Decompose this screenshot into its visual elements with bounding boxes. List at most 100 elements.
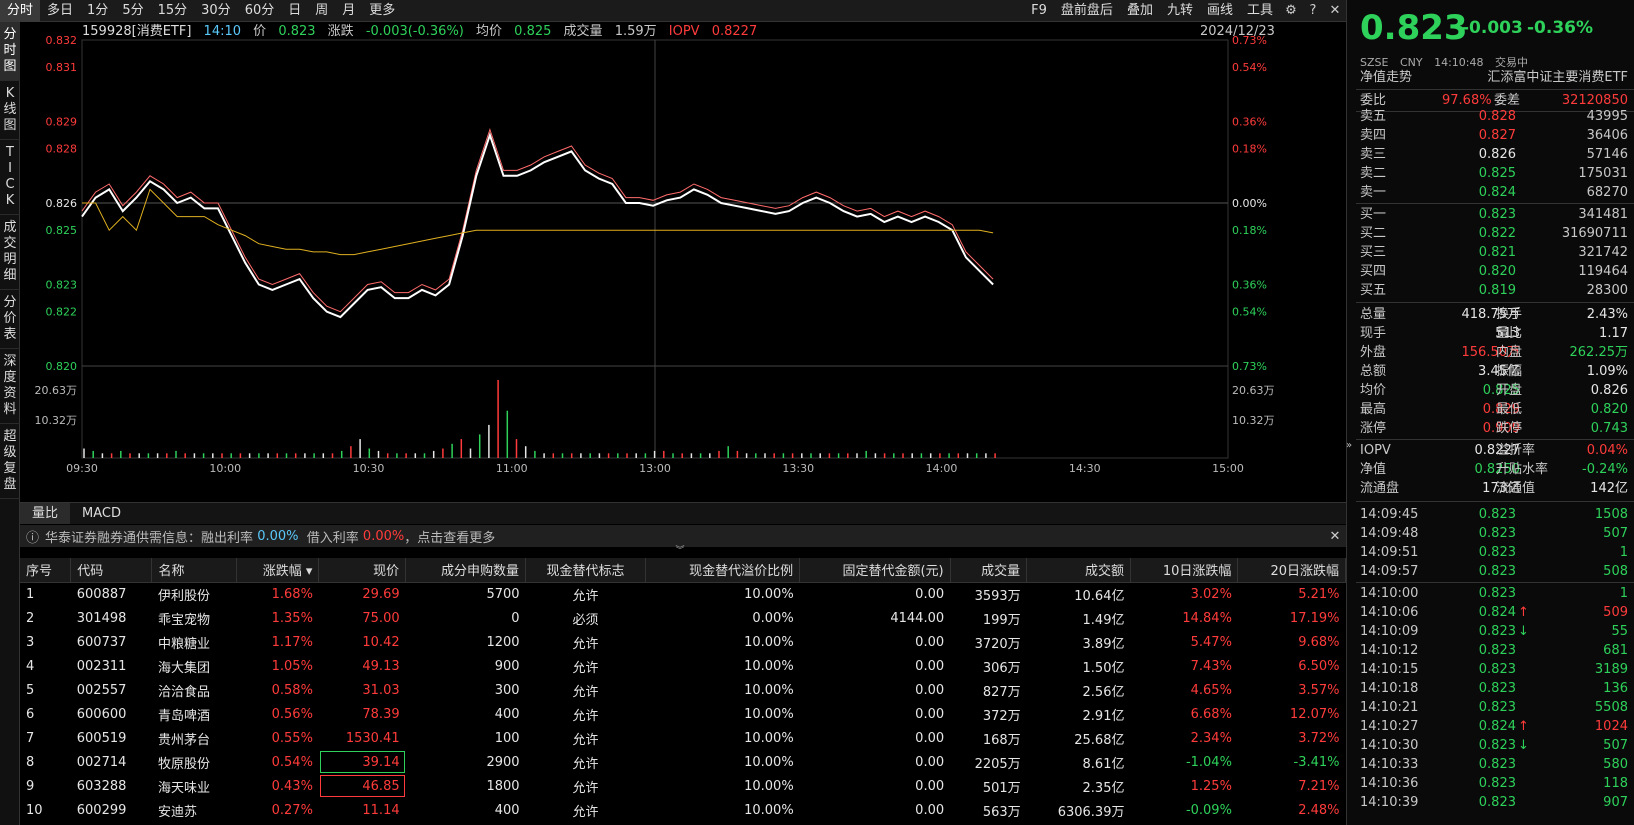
column-header[interactable]: 现金替代溢价比例 [645,558,801,583]
toolbar-button[interactable]: 工具 [1246,2,1273,18]
table-cell: 允许 [572,708,599,724]
header-avg: 0.825 [514,24,552,39]
toolbar-button[interactable]: 画线 [1206,2,1233,18]
toolbar-button[interactable]: 叠加 [1126,2,1153,18]
ask-row[interactable]: 卖四 0.827 36406 [1356,126,1628,145]
bid-row[interactable]: 买二 0.822 31690711 [1356,224,1628,243]
bid-row[interactable]: 买四 0.820 119464 [1356,262,1628,281]
nav-row[interactable]: 净值走势 汇添富中证主要消费ETF [1356,68,1628,87]
column-header[interactable]: 20日涨跌幅 [1237,558,1346,583]
table-cell: 8 [26,754,35,770]
y-tick-label-right: 0.73% [1232,360,1267,373]
view-tab[interactable]: T I C K [0,140,20,215]
ask-row[interactable]: 卖五 0.828 43995 [1356,107,1628,126]
table-cell: 900 [494,658,520,674]
tick-row: 14:10:18 0.823 136 [1356,679,1628,698]
table-cell: 6306.39万 [1057,804,1125,820]
ask-label: 卖三 [1360,147,1387,162]
table-row[interactable]: 4 002311 海大集团 1.05% 49.13 900 允许 10.00% 0.00 306万… [20,654,1346,678]
indicator-tab[interactable]: MACD [82,506,121,521]
table-row[interactable]: 10 600299 安迪苏 0.27% 11.14 400 允许 10.00% 0.00 563万… [20,798,1346,822]
view-tab[interactable]: 成 交 明 细 [0,215,20,290]
table-cell: 海大集团 [157,660,210,676]
margin-notice[interactable]: ⓘ 华泰证券融券通供需信息： 融出利率 0.00% 借入利率 0.00% ，点击… [20,525,1346,547]
column-header[interactable]: 涨跌幅 ▾ [236,558,320,583]
view-tab[interactable]: 深 度 资 料 [0,349,20,424]
close-icon[interactable]: ✕ [1329,528,1341,544]
bid-row[interactable]: 买三 0.821 321742 [1356,243,1628,262]
period-tab[interactable]: 周 [315,2,329,18]
table-cell: 必须 [572,612,599,628]
avg-label: 均价 [476,24,503,39]
ask-row[interactable]: 卖三 0.826 57146 [1356,145,1628,164]
table-row[interactable]: 5 002557 洽洽食品 0.58% 31.03 300 允许 10.00% 0.00 827万… [20,678,1346,702]
close-icon[interactable]: ✕ [1329,2,1341,18]
period-tab[interactable]: 1分 [87,2,109,18]
period-tab[interactable]: 60分 [244,2,275,18]
period-tab[interactable]: 15分 [157,2,188,18]
stat-label: 最低 [1496,402,1523,417]
period-tab[interactable]: 5分 [122,2,144,18]
ask-row[interactable]: 卖二 0.825 175031 [1356,164,1628,183]
x-tick-label: 11:00 [496,462,528,475]
header-vol: 1.59万 [614,24,657,39]
column-header[interactable]: 名称 [151,558,237,583]
stat-row: 现手 513 量比 1.17 [1356,324,1628,343]
table-row[interactable]: 8 002714 牧原股份 0.54% 39.14 2900 允许 10.00% 0.00 220… [20,750,1346,774]
column-header[interactable]: 现价 [318,558,407,583]
gear-icon[interactable]: ⚙ [1285,2,1297,18]
stat-label: 流通值 [1496,481,1536,496]
expand-icon[interactable]: » [1346,440,1353,451]
ask-price: 0.828 [1478,109,1516,124]
table-row[interactable]: 1 600887 伊利股份 1.68% 29.69 5700 允许 10.00% 0.00 359… [20,582,1346,606]
tick-volume: 1508 [1594,507,1628,522]
toolbar-button[interactable]: 九转 [1166,2,1193,18]
help-icon[interactable]: ? [1309,2,1317,18]
ask-row[interactable]: 卖一 0.824 68270 [1356,183,1628,202]
view-tab[interactable]: 超 级 复 盘 [0,424,20,499]
table-cell: 4.65% [1190,682,1232,698]
table-cell: 3.57% [1298,682,1340,698]
stat-value: 142亿 [1590,481,1628,496]
table-row[interactable]: 3 600737 中粮糖业 1.17% 10.42 1200 允许 10.00% 0.00 372… [20,630,1346,654]
table-row[interactable]: 9 603288 海天味业 0.43% 46.85 1800 允许 10.00% 0.00 501… [20,774,1346,798]
toolbar-button[interactable]: 盘前盘后 [1060,2,1113,18]
tick-time: 14:10:06 [1360,605,1419,620]
table-row[interactable]: 7 600519 贵州茅台 0.55% 1530.41 100 允许 10.00% 0.00 16… [20,726,1346,750]
view-tab[interactable]: K 线 图 [0,81,20,140]
webi-row: 委比 97.68% 委差 32120850 [1356,91,1628,110]
bid-row[interactable]: 买一 0.823 341481 [1356,205,1628,224]
bid-row[interactable]: 买五 0.819 28300 [1356,281,1628,300]
stat-value: 513 [1495,326,1520,341]
column-header[interactable]: 固定替代金额(元) [799,558,951,583]
table-row[interactable]: 2 301498 乖宝宠物 1.35% 75.00 0 必须 0.00% 4144.00 199万… [20,606,1346,630]
period-tab[interactable]: 分时 [0,0,41,22]
y-tick-label: 0.820 [46,360,78,373]
toolbar-button[interactable]: F9 [1031,2,1047,18]
column-header[interactable]: 序号 [20,558,72,583]
period-tab[interactable]: 日 [288,2,302,18]
period-tab[interactable]: 多日 [47,2,74,18]
column-header[interactable]: 成交量 [950,558,1028,583]
stat-label: 涨停 [1360,421,1387,436]
nav-trend-link[interactable]: 净值走势 [1360,70,1413,85]
x-tick-label: 15:00 [1212,462,1244,475]
collapse-icon[interactable]: ︾ [675,546,685,556]
column-header[interactable]: 代码 [70,558,153,583]
table-cell: 1.05% [271,658,313,674]
period-tab[interactable]: 月 [342,2,356,18]
column-header[interactable]: 成交额 [1026,558,1131,583]
period-tab[interactable]: 更多 [369,2,396,18]
column-header[interactable]: 现金替代标志 [525,558,646,583]
stat-label: 均价 [1360,383,1387,398]
column-header[interactable]: 10日涨跌幅 [1130,558,1239,583]
tick-time: 14:10:18 [1360,681,1419,696]
column-header[interactable]: 成分申购数量 [405,558,527,583]
view-tab[interactable]: 分 价 表 [0,290,20,349]
period-tab[interactable]: 30分 [201,2,231,18]
intraday-chart[interactable]: 0.832 0.73% 0.831 0.54% 0.829 0.36% 0.828 0.18%… [20,22,1346,502]
table-row[interactable]: 6 600600 青岛啤酒 0.56% 78.39 400 允许 10.00% 0.00 372万… [20,702,1346,726]
view-tab[interactable]: 分 时 图 [0,22,20,81]
indicator-tab[interactable]: 量比 [20,503,71,524]
tick-row: 14:10:36 0.823 118 [1356,774,1628,793]
